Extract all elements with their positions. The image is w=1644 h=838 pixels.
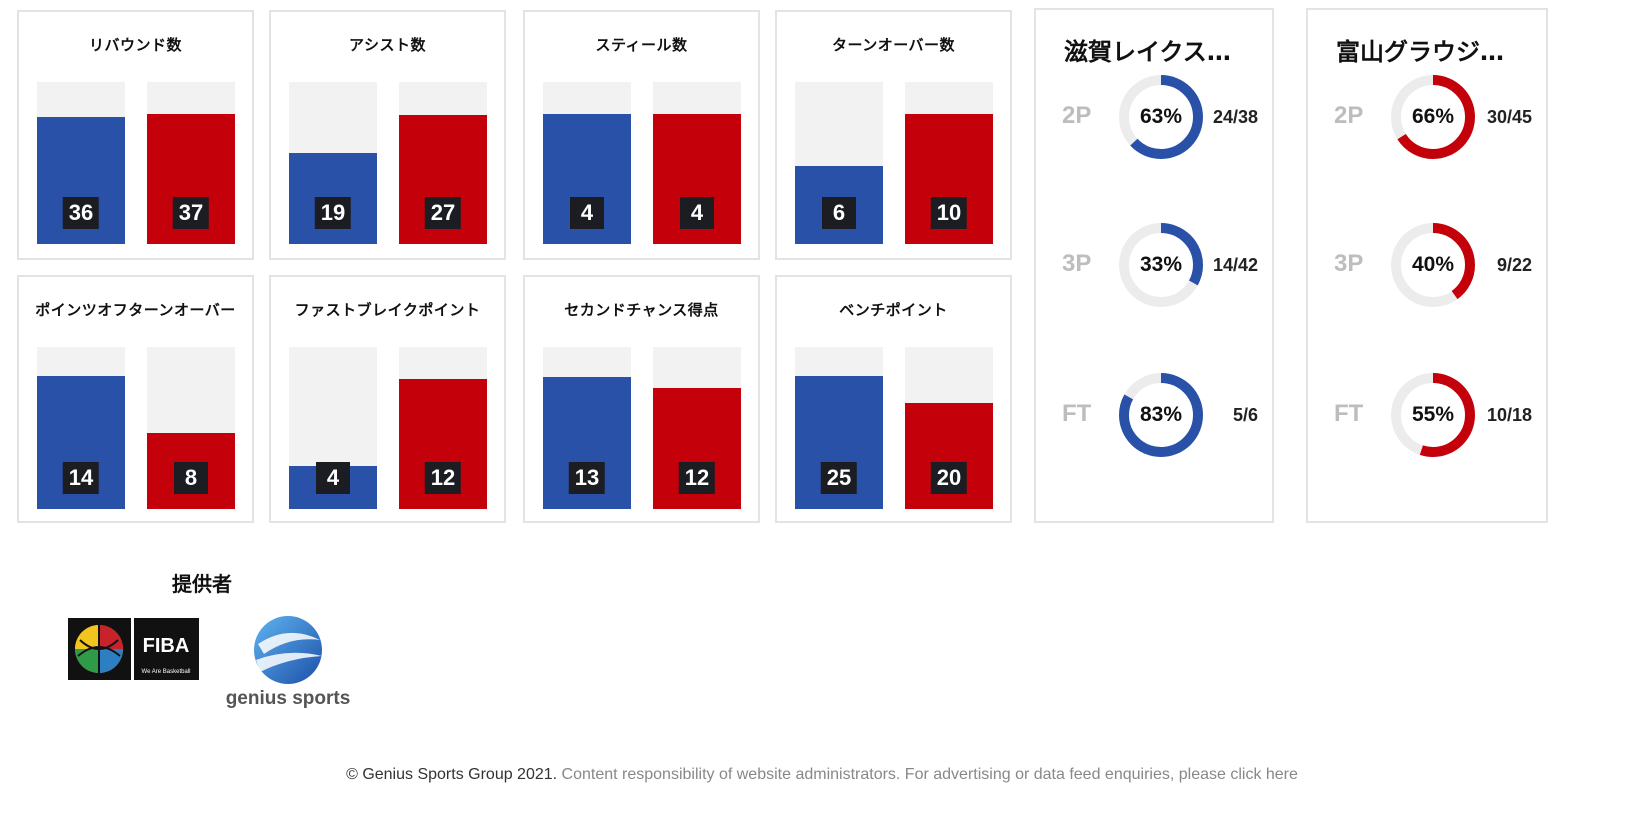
shots-made-attempted: 10/18 (1486, 405, 1532, 425)
shot-percentage: 40% (1411, 253, 1455, 276)
home-bar-track: 25 (795, 347, 883, 509)
home-bar-track: 14 (37, 347, 125, 509)
stat-card-steals: スティール数 4 4 (523, 10, 760, 260)
home-value: 4 (570, 197, 604, 229)
stat-title: ベンチポイント (839, 301, 948, 319)
shot-row-3p: 3P 33% 14/42 (1036, 220, 1272, 310)
home-value: 4 (316, 462, 350, 494)
stat-card-points-off-turnovers: ポインツオフターンオーバー 14 8 (17, 275, 254, 523)
donut-fill (1391, 75, 1475, 159)
stat-title: アシスト数 (349, 36, 426, 54)
away-bar-track: 8 (147, 347, 235, 509)
shooting-card-home: 滋賀レイクスターズ 2P 63% 24/38 3P 33% 14/42 FT 83% 5/6 (1034, 8, 1274, 523)
home-value: 36 (62, 197, 100, 229)
percentage-donut (1391, 223, 1475, 307)
stat-title: セカンドチャンス得点 (564, 301, 719, 319)
home-value: 14 (62, 462, 100, 494)
home-value: 6 (822, 197, 856, 229)
home-bar-track: 4 (543, 82, 631, 244)
home-bar-track: 6 (795, 82, 883, 244)
stat-card-rebounds: リバウンド数 36 37 (17, 10, 254, 260)
shot-row-2p: 2P 66% 30/45 (1308, 72, 1546, 162)
home-bar-track: 13 (543, 347, 631, 509)
away-value: 37 (172, 197, 210, 229)
away-value: 10 (930, 197, 968, 229)
home-bar-track: 36 (37, 82, 125, 244)
fiba-logo-text: FIBA (143, 635, 190, 657)
stat-title: リバウンド数 (88, 36, 182, 54)
home-bar-track: 4 (289, 347, 377, 509)
genius-sports-logo[interactable]: genius sports (218, 614, 358, 714)
away-value: 20 (930, 462, 968, 494)
shot-percentage: 55% (1411, 403, 1455, 426)
footer-link[interactable]: Content responsibility of website admini… (557, 766, 1298, 783)
away-bar-track: 4 (653, 82, 741, 244)
shot-percentage: 66% (1411, 105, 1455, 128)
fiba-logo-tagline: We Are Basketball (142, 669, 191, 675)
shots-made-attempted: 9/22 (1496, 255, 1532, 275)
shot-row-ft: FT 55% 10/18 (1308, 370, 1546, 460)
away-value: 8 (174, 462, 208, 494)
stat-card-fast-break-points: ファストブレイクポイント 4 12 (269, 275, 506, 523)
team-name: 滋賀レイクスターズ (1064, 38, 1254, 66)
away-value: 12 (678, 462, 716, 494)
stat-card-bench-points: ベンチポイント 25 20 (775, 275, 1012, 523)
stat-title: ファストブレイクポイント (294, 301, 481, 319)
shot-row-2p: 2P 63% 24/38 (1036, 72, 1272, 162)
stat-card-turnovers: ターンオーバー数 6 10 (775, 10, 1012, 260)
stat-title: ポインツオフターンオーバー (35, 301, 236, 319)
shot-type-label: FT (1334, 400, 1364, 427)
stat-card-assists: アシスト数 19 27 (269, 10, 506, 260)
home-value: 25 (820, 462, 858, 494)
shots-made-attempted: 24/38 (1212, 107, 1258, 127)
shot-percentage: 33% (1139, 253, 1183, 276)
percentage-donut (1119, 373, 1203, 457)
shots-made-attempted: 14/42 (1212, 255, 1258, 275)
shot-type-label: 2P (1062, 102, 1092, 129)
team-name: 富山グラウジーズ (1336, 38, 1526, 66)
donut-fill (1119, 75, 1203, 159)
percentage-donut (1391, 75, 1475, 159)
stat-title: ターンオーバー数 (831, 36, 956, 54)
away-bar-track: 12 (653, 347, 741, 509)
home-value: 19 (314, 197, 352, 229)
home-value: 13 (568, 462, 606, 494)
shot-row-3p: 3P 40% 9/22 (1308, 220, 1546, 310)
percentage-donut (1119, 223, 1203, 307)
donut-fill (1391, 373, 1475, 457)
stat-card-second-chance-points: セカンドチャンス得点 13 12 (523, 275, 760, 523)
shot-percentage: 83% (1139, 403, 1183, 426)
home-bar-track: 19 (289, 82, 377, 244)
shot-type-label: 3P (1334, 250, 1364, 277)
footer: © Genius Sports Group 2021. Content resp… (0, 766, 1644, 784)
shots-made-attempted: 30/45 (1486, 107, 1532, 127)
donut-fill (1119, 373, 1203, 457)
away-bar-track: 27 (399, 82, 487, 244)
away-bar-track: 37 (147, 82, 235, 244)
shot-type-label: FT (1062, 400, 1092, 427)
genius-sports-logo-text: genius sports (226, 688, 351, 709)
away-value: 4 (680, 197, 714, 229)
away-value: 12 (424, 462, 462, 494)
shot-percentage: 63% (1139, 105, 1183, 128)
shot-type-label: 2P (1334, 102, 1364, 129)
stat-title: スティール数 (595, 36, 688, 54)
footer-copyright: © Genius Sports Group 2021. (346, 766, 558, 783)
away-bar-track: 20 (905, 347, 993, 509)
shots-made-attempted: 5/6 (1232, 405, 1258, 425)
shot-row-ft: FT 83% 5/6 (1036, 370, 1272, 460)
fiba-logo[interactable]: FIBA We Are Basketball (68, 618, 199, 680)
away-bar-track: 12 (399, 347, 487, 509)
shot-type-label: 3P (1062, 250, 1092, 277)
percentage-donut (1391, 373, 1475, 457)
away-value: 27 (424, 197, 462, 229)
away-bar-track: 10 (905, 82, 993, 244)
providers-title: 提供者 (172, 572, 232, 596)
donut-fill (1391, 223, 1475, 307)
shooting-card-away: 富山グラウジーズ 2P 66% 30/45 3P 40% 9/22 FT 55% 10/18 (1306, 8, 1548, 523)
donut-fill (1119, 223, 1203, 307)
percentage-donut (1119, 75, 1203, 159)
